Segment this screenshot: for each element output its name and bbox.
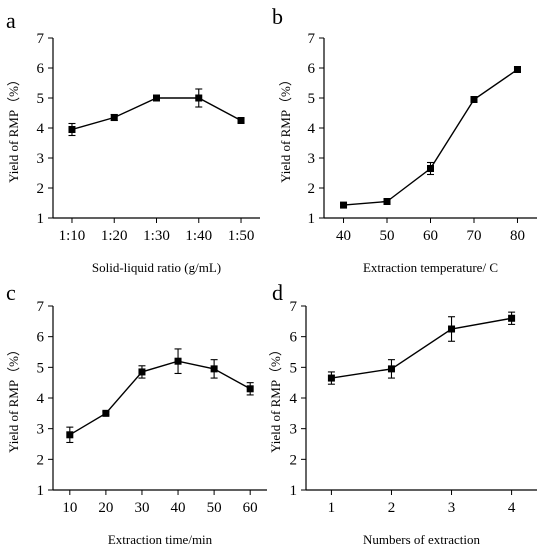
x-tick-label: 3: [448, 500, 456, 516]
y-tick-label: 2: [308, 181, 316, 197]
data-point: [508, 314, 516, 322]
y-tick-label: 4: [37, 121, 45, 137]
data-point: [195, 94, 203, 102]
x-axis-title: Numbers of extraction: [363, 532, 480, 547]
x-tick-label: 50: [207, 500, 222, 516]
y-tick-label: 7: [37, 299, 45, 315]
data-point: [138, 368, 146, 376]
x-axis-title: Extraction time/min: [108, 532, 213, 547]
chart-panel-d: 1 2 3 4 5 6 7 1 2 3 4 d Numbers of extraction Yield o…: [268, 280, 537, 547]
x-axis-title: Extraction temperature/ C: [363, 260, 498, 275]
y-tick-label: 6: [37, 330, 45, 346]
panel-label: a: [6, 8, 16, 33]
data-point: [340, 201, 348, 209]
data-point: [110, 114, 118, 121]
y-tick-label: 3: [37, 422, 45, 438]
y-tick-label: 6: [308, 61, 316, 77]
data-point: [210, 365, 218, 373]
x-tick-label: 2: [388, 500, 396, 516]
y-tick-label: 6: [290, 330, 298, 346]
data-point: [427, 165, 434, 172]
x-tick-label: 80: [510, 228, 525, 244]
data-point: [470, 96, 478, 103]
x-tick-label: 1:10: [59, 228, 86, 244]
y-tick-label: 4: [308, 121, 316, 137]
x-tick-label: 1: [328, 500, 336, 516]
panel-label: d: [272, 280, 283, 305]
y-tick-label: 2: [290, 452, 298, 468]
y-tick-label: 6: [37, 61, 45, 77]
x-tick-label: 1:30: [143, 228, 170, 244]
y-tick-label: 4: [290, 391, 298, 407]
series-line: [343, 68, 518, 206]
series-line: [331, 317, 512, 379]
y-tick-label: 2: [37, 181, 45, 197]
x-tick-label: 70: [466, 228, 481, 244]
x-tick-label: 40: [171, 500, 186, 516]
y-tick-label: 1: [290, 483, 298, 499]
x-tick-label: 1:50: [228, 228, 255, 244]
data-point: [153, 94, 160, 102]
x-tick-label: 10: [62, 500, 77, 516]
x-tick-label: 30: [134, 500, 149, 516]
chart-panel-c: 1 2 3 4 5 6 7 10 20 30 40 50 60 c Extraction time/min Y…: [6, 280, 267, 547]
x-tick-label: 40: [336, 228, 351, 244]
y-axis-title: Yield of RMP（%）: [6, 343, 21, 453]
panel-label: c: [6, 280, 16, 305]
data-point: [68, 126, 76, 133]
data-point: [237, 117, 245, 124]
y-axis-title: Yield of RMP（%）: [268, 343, 283, 453]
y-tick-label: 5: [308, 91, 316, 107]
series-line: [69, 360, 251, 436]
x-tick-label: 4: [508, 500, 516, 516]
y-tick-label: 7: [290, 299, 298, 315]
data-point: [327, 374, 335, 382]
x-tick-label: 1:40: [185, 228, 212, 244]
data-point: [383, 198, 391, 205]
y-tick-label: 3: [308, 151, 316, 167]
data-point: [102, 409, 110, 417]
y-tick-label: 3: [290, 422, 298, 438]
y-tick-label: 1: [37, 483, 45, 499]
panel-label: b: [272, 4, 283, 29]
y-tick-label: 7: [308, 31, 316, 47]
x-tick-label: 60: [243, 500, 258, 516]
y-tick-label: 7: [37, 31, 45, 47]
data-point: [174, 357, 182, 365]
y-axis-title: Yield of RMP（%）: [278, 73, 293, 183]
chart-panel-a: 1 2 3 4 5 6 7 1:10 1:20 1:30 1:40 1:50 a Solid-liquid…: [6, 8, 260, 275]
y-tick-label: 4: [37, 391, 45, 407]
y-tick-label: 5: [37, 91, 45, 107]
y-tick-label: 1: [37, 211, 45, 227]
y-tick-label: 3: [37, 151, 45, 167]
x-tick-label: 20: [98, 500, 113, 516]
y-axis-title: Yield of RMP（%）: [6, 73, 21, 183]
data-point: [66, 431, 74, 439]
data-point: [387, 365, 395, 373]
chart-panel-b: 1 2 3 4 5 6 7 40 50 60 70 80 b Extraction temperature…: [272, 4, 537, 275]
x-tick-label: 1:20: [101, 228, 128, 244]
y-tick-label: 5: [290, 360, 298, 376]
y-tick-label: 5: [37, 360, 45, 376]
x-tick-label: 60: [423, 228, 438, 244]
y-tick-label: 2: [37, 452, 45, 468]
data-point: [513, 66, 521, 73]
x-axis-title: Solid-liquid ratio (g/mL): [92, 260, 221, 275]
y-tick-label: 1: [308, 211, 316, 227]
data-point: [448, 325, 456, 333]
series-line: [71, 97, 242, 131]
x-tick-label: 50: [380, 228, 395, 244]
data-point: [246, 385, 254, 393]
